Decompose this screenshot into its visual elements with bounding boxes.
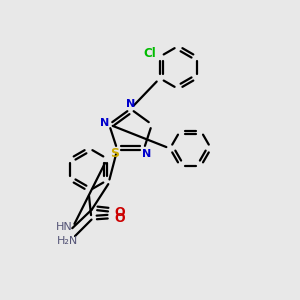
Text: O: O bbox=[115, 206, 125, 218]
Text: Cl: Cl bbox=[144, 46, 157, 60]
Text: S: S bbox=[110, 147, 119, 160]
Text: H₂N: H₂N bbox=[57, 236, 78, 246]
Text: N: N bbox=[100, 118, 109, 128]
Text: N: N bbox=[142, 148, 151, 159]
Text: O: O bbox=[114, 212, 125, 225]
Text: N: N bbox=[126, 99, 135, 109]
Text: HN: HN bbox=[56, 222, 72, 232]
